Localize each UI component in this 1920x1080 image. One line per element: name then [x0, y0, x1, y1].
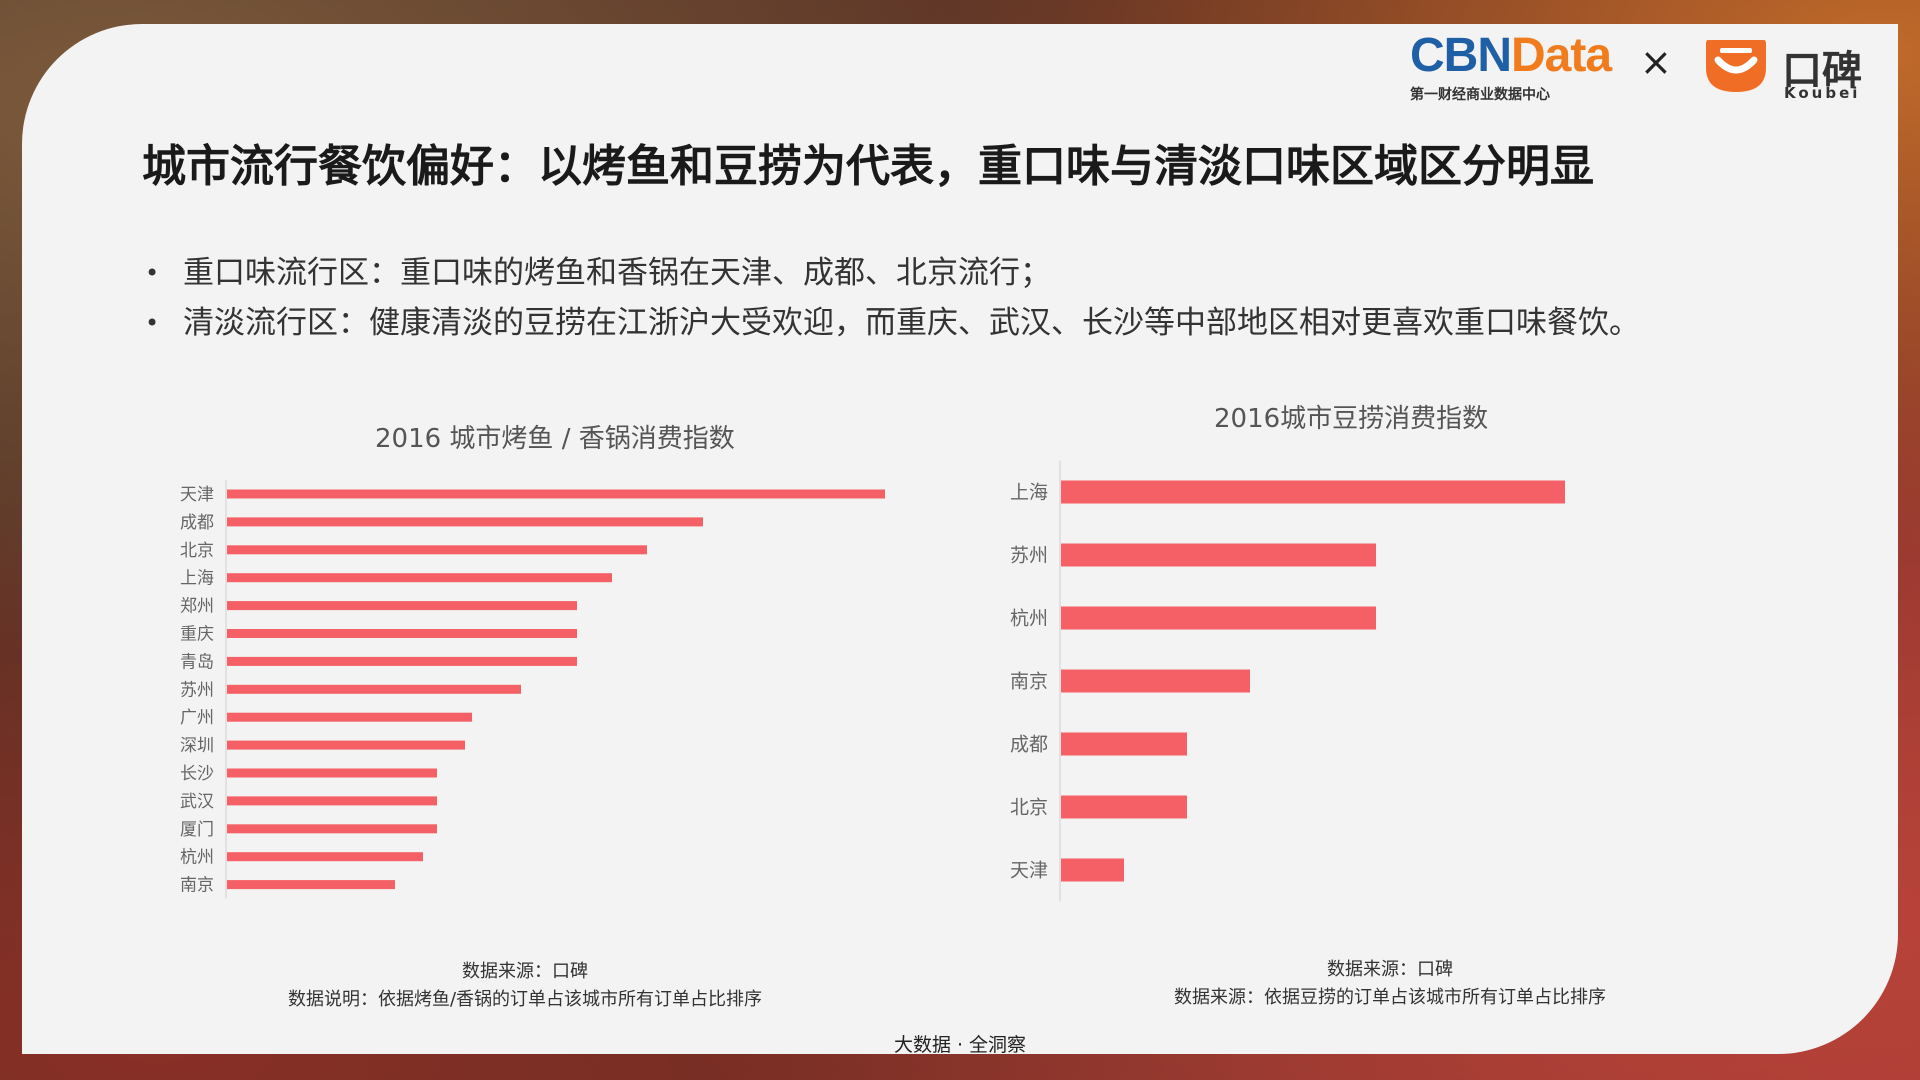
category-label: 天津 — [1010, 860, 1048, 882]
bar — [1061, 543, 1376, 567]
bar — [227, 545, 647, 555]
right-chart-title: 2016城市豆捞消费指数 — [1214, 404, 1489, 434]
bar — [227, 601, 577, 611]
category-label: 广州 — [180, 708, 214, 728]
bar — [227, 573, 612, 583]
category-label: 成都 — [180, 513, 214, 533]
category-label: 厦门 — [180, 820, 214, 840]
bar — [1061, 480, 1565, 504]
bar — [227, 852, 423, 862]
category-label: 杭州 — [180, 848, 214, 868]
category-label: 武汉 — [180, 792, 214, 812]
logo-data-text: Data — [1511, 29, 1612, 82]
left-chart-notes: 数据来源：口碑 数据说明：依据烤鱼/香锅的订单占该城市所有订单占比排序 — [180, 958, 870, 1014]
bar — [227, 712, 472, 722]
bar — [1061, 795, 1187, 819]
bar — [227, 489, 885, 499]
bar — [227, 796, 437, 806]
left-chart-title: 2016 城市烤鱼 / 香锅消费指数 — [375, 424, 735, 454]
category-label: 苏州 — [1010, 545, 1048, 567]
left-chart-source: 数据来源：口碑 — [462, 961, 588, 982]
category-label: 天津 — [180, 485, 214, 505]
category-label: 北京 — [1010, 797, 1048, 819]
bar — [1061, 732, 1187, 756]
bullet-item: 清淡流行区：健康清淡的豆捞在江浙沪大受欢迎，而重庆、武汉、长沙等中部地区相对更喜… — [145, 298, 1640, 348]
category-label: 杭州 — [1010, 608, 1048, 630]
bar — [1061, 858, 1124, 882]
bullet-item: 重口味流行区：重口味的烤鱼和香锅在天津、成都、北京流行； — [145, 248, 1640, 298]
cbndata-subtitle: 第一财经商业数据中心 — [1410, 87, 1550, 103]
category-label: 长沙 — [180, 764, 214, 784]
category-label: 青岛 — [180, 652, 214, 672]
right-chart-note: 数据来源：依据豆捞的订单占该城市所有订单占比排序 — [1174, 987, 1606, 1008]
bar — [227, 517, 703, 527]
category-label: 南京 — [180, 876, 214, 896]
logo-area: CBNData 第一财经商业数据中心 × 口碑 Koubei — [1410, 18, 1880, 108]
category-label: 北京 — [180, 541, 214, 561]
right-chart-notes: 数据来源：口碑 数据来源：依据豆捞的订单占该城市所有订单占比排序 — [1100, 956, 1680, 1012]
cbndata-logo: CBNData — [1410, 28, 1612, 83]
category-label: 成都 — [1010, 734, 1048, 756]
logo-cbn-text: CBN — [1410, 29, 1512, 82]
category-label: 南京 — [1010, 671, 1048, 693]
koubei-logo-subtext: Koubei — [1784, 84, 1861, 102]
times-symbol: × — [1640, 40, 1672, 84]
category-label: 郑州 — [180, 597, 214, 617]
bar — [1061, 606, 1376, 630]
bar — [227, 740, 465, 750]
page-title: 城市流行餐饮偏好：以烤鱼和豆捞为代表，重口味与清淡口味区域区分明显 — [142, 141, 1594, 192]
footer-tagline: 大数据 · 全洞察 — [893, 1034, 1027, 1056]
left-chart-note: 数据说明：依据烤鱼/香锅的订单占该城市所有订单占比排序 — [287, 989, 763, 1010]
koubei-logo-icon — [1706, 40, 1766, 92]
category-label: 苏州 — [180, 680, 214, 700]
bar — [1061, 669, 1250, 693]
bar — [227, 656, 577, 666]
category-label: 上海 — [1010, 482, 1048, 504]
bullet-list: 重口味流行区：重口味的烤鱼和香锅在天津、成都、北京流行； 清淡流行区：健康清淡的… — [145, 248, 1640, 348]
bar — [227, 768, 437, 778]
bar — [227, 684, 521, 694]
bar — [227, 824, 437, 834]
category-label: 深圳 — [180, 736, 214, 756]
bar — [227, 629, 577, 638]
category-label: 重庆 — [180, 624, 214, 644]
bar — [227, 880, 395, 890]
koubei-logo-text: 口碑 — [1782, 48, 1862, 94]
right-chart-source: 数据来源：口碑 — [1327, 959, 1453, 980]
category-label: 上海 — [180, 569, 214, 589]
